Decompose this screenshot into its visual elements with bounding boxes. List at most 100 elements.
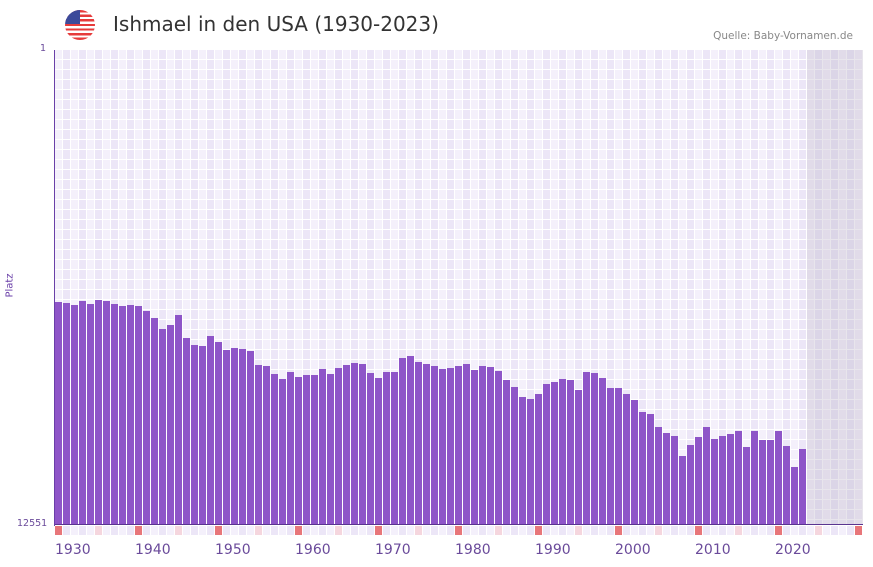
source-link[interactable]: Quelle: Baby-Vornamen.de: [713, 30, 853, 42]
year-marker-2002: [631, 526, 638, 535]
bar-2023[interactable]: [799, 449, 806, 525]
bar-1995[interactable]: [575, 390, 582, 525]
bar-1993[interactable]: [559, 378, 566, 525]
year-marker-1980: [455, 526, 462, 535]
bar-1946[interactable]: [183, 338, 190, 525]
bar-2010[interactable]: [695, 437, 702, 525]
year-marker-1933: [79, 526, 86, 535]
bar-2016[interactable]: [743, 447, 750, 525]
bar-2008[interactable]: [679, 455, 686, 525]
bar-1984[interactable]: [487, 366, 494, 525]
bar-1950[interactable]: [215, 342, 222, 525]
bar-1937[interactable]: [111, 304, 118, 525]
bar-1989[interactable]: [527, 399, 534, 525]
bar-1952[interactable]: [231, 347, 238, 525]
bar-1978[interactable]: [439, 369, 446, 525]
bar-1973[interactable]: [399, 357, 406, 525]
bar-1948[interactable]: [199, 346, 206, 525]
bar-1966[interactable]: [343, 364, 350, 525]
bar-2009[interactable]: [687, 445, 694, 525]
bar-1987[interactable]: [511, 387, 518, 525]
bar-2014[interactable]: [727, 433, 734, 525]
bar-1931[interactable]: [63, 302, 70, 525]
bar-1944[interactable]: [167, 325, 174, 525]
bar-1956[interactable]: [263, 366, 270, 525]
bar-1974[interactable]: [407, 355, 414, 525]
bar-1935[interactable]: [95, 300, 102, 525]
bar-1968[interactable]: [359, 364, 366, 525]
bar-2020[interactable]: [775, 430, 782, 525]
bar-1991[interactable]: [543, 383, 550, 525]
bar-2000[interactable]: [615, 388, 622, 525]
bar-1955[interactable]: [255, 364, 262, 525]
bar-1934[interactable]: [87, 304, 94, 525]
bar-2021[interactable]: [783, 445, 790, 525]
bar-1945[interactable]: [175, 314, 182, 525]
year-marker-1969: [367, 526, 374, 535]
bar-1949[interactable]: [207, 335, 214, 525]
bar-1960[interactable]: [295, 376, 302, 525]
bar-1964[interactable]: [327, 373, 334, 525]
bar-2011[interactable]: [703, 427, 710, 525]
bar-2004[interactable]: [647, 414, 654, 525]
bar-1962[interactable]: [311, 374, 318, 525]
bar-2012[interactable]: [711, 439, 718, 525]
bar-1965[interactable]: [335, 367, 342, 525]
bar-1953[interactable]: [239, 349, 246, 525]
bar-1970[interactable]: [375, 378, 382, 525]
bar-2017[interactable]: [751, 430, 758, 525]
bar-1963[interactable]: [319, 369, 326, 525]
bar-1972[interactable]: [391, 371, 398, 525]
bar-1977[interactable]: [431, 366, 438, 525]
bar-1940[interactable]: [135, 306, 142, 525]
bar-2007[interactable]: [671, 435, 678, 525]
bar-1951[interactable]: [223, 350, 230, 525]
bar-1986[interactable]: [503, 380, 510, 525]
bar-2019[interactable]: [767, 440, 774, 525]
bar-1999[interactable]: [607, 388, 614, 525]
bar-1936[interactable]: [103, 300, 110, 525]
bar-1992[interactable]: [551, 381, 558, 525]
bar-1979[interactable]: [447, 367, 454, 525]
bar-1938[interactable]: [119, 306, 126, 525]
bar-1996[interactable]: [583, 371, 590, 525]
bar-1942[interactable]: [151, 318, 158, 525]
bar-2015[interactable]: [735, 430, 742, 525]
bar-2006[interactable]: [663, 433, 670, 525]
bar-1961[interactable]: [303, 374, 310, 525]
bar-2002[interactable]: [631, 400, 638, 525]
bar-1971[interactable]: [383, 371, 390, 525]
bar-2013[interactable]: [719, 435, 726, 525]
bar-1988[interactable]: [519, 397, 526, 525]
bar-1959[interactable]: [287, 371, 294, 525]
bar-2005[interactable]: [655, 427, 662, 525]
bar-1994[interactable]: [567, 380, 574, 525]
bar-1990[interactable]: [535, 394, 542, 525]
bar-1985[interactable]: [495, 370, 502, 525]
bar-1980[interactable]: [455, 366, 462, 525]
bar-1998[interactable]: [599, 378, 606, 525]
bar-2001[interactable]: [623, 394, 630, 525]
year-marker-2004: [647, 526, 654, 535]
bar-1969[interactable]: [367, 373, 374, 525]
bar-1997[interactable]: [591, 373, 598, 525]
bar-1943[interactable]: [159, 329, 166, 525]
bar-1954[interactable]: [247, 350, 254, 525]
bar-1930[interactable]: [55, 302, 62, 525]
bar-1957[interactable]: [271, 373, 278, 525]
bar-2022[interactable]: [791, 466, 798, 525]
bar-1975[interactable]: [415, 362, 422, 525]
bar-2003[interactable]: [639, 412, 646, 525]
bar-1939[interactable]: [127, 305, 134, 525]
bar-1947[interactable]: [191, 345, 198, 525]
bar-1933[interactable]: [79, 300, 86, 525]
bar-1983[interactable]: [479, 366, 486, 525]
bar-1982[interactable]: [471, 369, 478, 525]
bar-1976[interactable]: [423, 364, 430, 525]
bar-1941[interactable]: [143, 311, 150, 525]
bar-1932[interactable]: [71, 305, 78, 525]
bar-1967[interactable]: [351, 362, 358, 525]
bar-1981[interactable]: [463, 364, 470, 525]
bar-2018[interactable]: [759, 440, 766, 525]
bar-1958[interactable]: [279, 378, 286, 525]
